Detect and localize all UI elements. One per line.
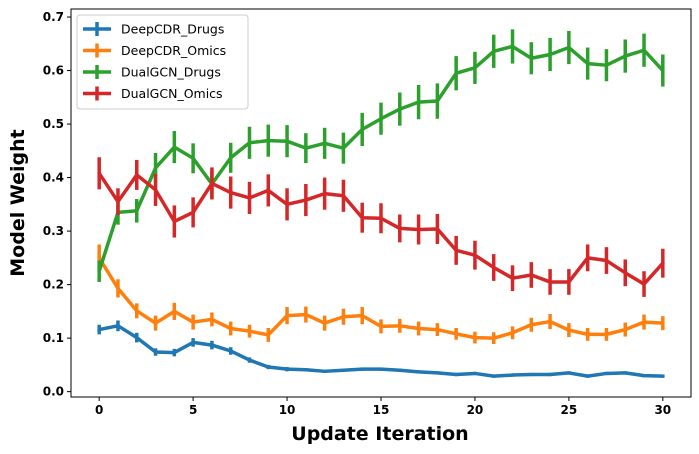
x-tick-label: 10 bbox=[279, 403, 296, 417]
x-axis-title: Update Iteration bbox=[291, 423, 468, 445]
legend-label: DeepCDR_Omics bbox=[121, 43, 226, 58]
legend-item: DeepCDR_Omics bbox=[83, 43, 226, 58]
y-axis-title: Model Weight bbox=[7, 129, 29, 276]
series-DeepCDR_Omics bbox=[97, 244, 665, 345]
x-tick-label: 30 bbox=[654, 403, 671, 417]
legend-item: DualGCN_Drugs bbox=[83, 65, 221, 80]
y-tick-label: 0.3 bbox=[43, 224, 64, 238]
axes-layer: 0 5 10 15 20 25 30 0.0 0.1 0.2 0.3 0.4 0.5 0.6 0.7 bbox=[43, 10, 671, 417]
y-tick-label: 0.0 bbox=[43, 385, 64, 399]
legend: DeepCDR_Drugs DeepCDR_Omics DualGCN_Drugs D… bbox=[76, 14, 249, 110]
series-layer bbox=[97, 29, 665, 378]
x-tick-label: 25 bbox=[561, 403, 578, 417]
y-tick-label: 0.4 bbox=[43, 171, 64, 185]
y-tick-label: 0.7 bbox=[43, 10, 64, 24]
legend-label: DualGCN_Omics bbox=[121, 86, 223, 101]
y-tick-label: 0.6 bbox=[43, 64, 64, 78]
x-tick-label: 15 bbox=[373, 403, 390, 417]
legend-box bbox=[76, 14, 249, 110]
series-DeepCDR_Drugs bbox=[97, 320, 665, 378]
plot-frame bbox=[70, 8, 692, 398]
x-tick-label: 20 bbox=[467, 403, 484, 417]
legend-label: DualGCN_Drugs bbox=[121, 65, 221, 80]
legend-label: DeepCDR_Drugs bbox=[121, 22, 224, 37]
series-DualGCN_Omics bbox=[97, 157, 665, 297]
x-tick-label: 0 bbox=[95, 403, 103, 417]
y-tick-label: 0.2 bbox=[43, 278, 64, 292]
y-tick-label: 0.1 bbox=[43, 331, 64, 345]
legend-item: DeepCDR_Drugs bbox=[83, 22, 224, 37]
x-tick-label: 5 bbox=[189, 403, 197, 417]
legend-item: DualGCN_Omics bbox=[83, 86, 223, 101]
y-tick-label: 0.5 bbox=[43, 117, 64, 131]
